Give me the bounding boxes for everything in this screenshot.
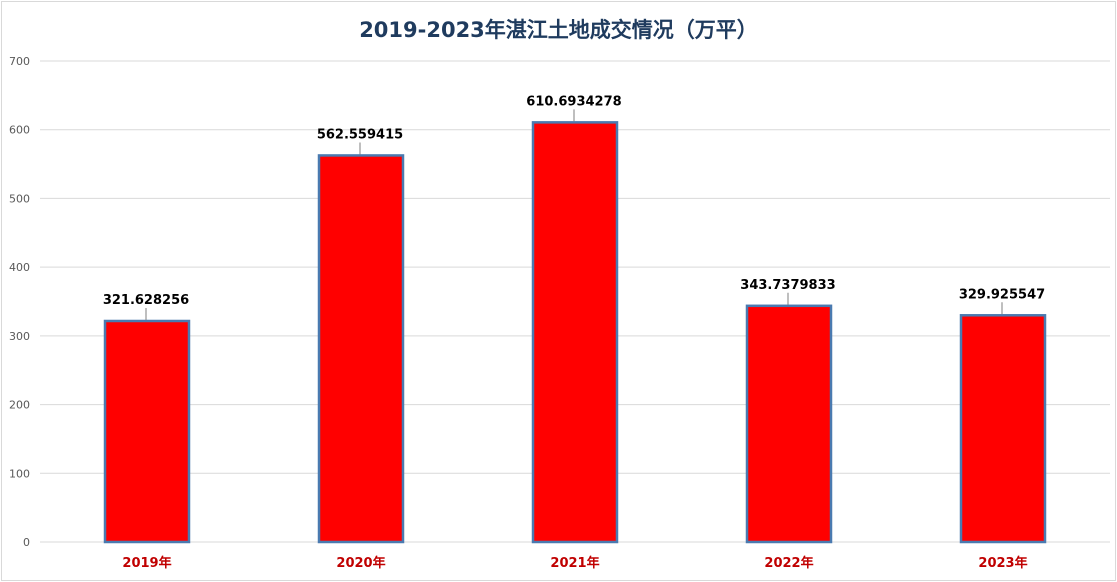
x-category-label: 2022年: [764, 555, 813, 571]
x-category-label: 2020年: [336, 555, 385, 571]
data-label: 329.925547: [959, 287, 1045, 302]
y-tick-label: 300: [9, 330, 30, 343]
y-tick-label: 600: [9, 124, 30, 137]
y-tick-label: 700: [9, 55, 30, 68]
bar: [531, 121, 619, 544]
x-category-label: 2023年: [978, 555, 1027, 571]
data-label: 562.559415: [317, 127, 403, 142]
y-tick-label: 100: [9, 467, 30, 480]
data-label: 343.7379833: [740, 278, 835, 293]
bar: [745, 304, 833, 544]
x-category-label: 2019年: [122, 555, 171, 571]
bar: [959, 314, 1047, 544]
y-tick-label: 500: [9, 192, 30, 205]
data-label: 321.628256: [103, 293, 189, 308]
y-tick-label: 400: [9, 261, 30, 274]
x-category-label: 2021年: [550, 555, 599, 571]
bar: [103, 319, 191, 544]
y-tick-label: 0: [23, 536, 30, 549]
bar: [317, 154, 405, 544]
chart-title: 2019-2023年湛江土地成交情况（万平）: [359, 18, 758, 42]
y-tick-label: 200: [9, 399, 30, 412]
data-label: 610.6934278: [526, 94, 621, 109]
